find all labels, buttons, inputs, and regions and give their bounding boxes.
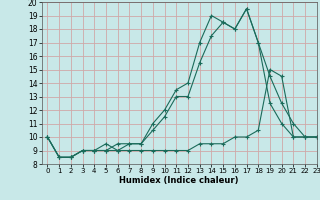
X-axis label: Humidex (Indice chaleur): Humidex (Indice chaleur) bbox=[119, 176, 239, 185]
